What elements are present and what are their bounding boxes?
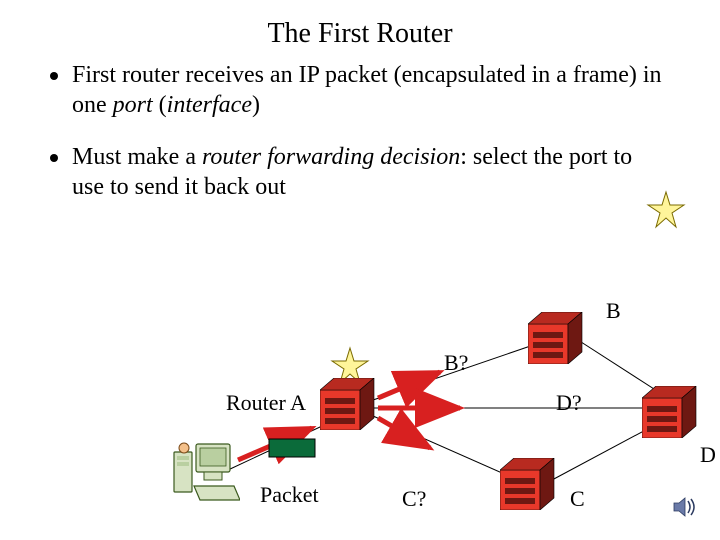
label-packet: Packet <box>260 482 319 508</box>
text-span: ( <box>153 92 167 118</box>
bullet-dot-icon <box>50 154 58 162</box>
computer-icon <box>170 442 240 515</box>
label-d-question: D? <box>556 390 582 416</box>
label-b: B <box>606 298 621 324</box>
label-b-question: B? <box>444 350 468 376</box>
label-router-a: Router A <box>226 390 306 416</box>
label-d: D <box>700 442 716 468</box>
router-d-icon <box>642 386 698 443</box>
bullet-dot-icon <box>50 72 58 80</box>
text-span: ) <box>252 92 260 118</box>
text-italic: interface <box>167 92 252 118</box>
router-a-icon <box>320 378 376 435</box>
bullet-text: First router receives an IP packet (enca… <box>72 60 670 120</box>
sound-icon <box>672 495 698 524</box>
network-diagram: Router A Packet B B? C C? D D? <box>0 290 720 540</box>
bullet-list: First router receives an IP packet (enca… <box>0 50 720 202</box>
label-c-question: C? <box>402 486 426 512</box>
packet-icon <box>268 438 318 460</box>
router-c-icon <box>500 458 556 515</box>
slide-title: The First Router <box>0 0 720 50</box>
bullet-item: First router receives an IP packet (enca… <box>50 60 670 120</box>
bullet-text: Must make a router forwarding decision: … <box>72 142 670 202</box>
text-italic: router forwarding decision <box>202 144 460 170</box>
star-icon <box>646 190 686 235</box>
text-italic: port <box>113 92 153 118</box>
router-b-icon <box>528 312 584 369</box>
label-c: C <box>570 486 585 512</box>
text-span: Must make a <box>72 144 202 170</box>
bullet-item: Must make a router forwarding decision: … <box>50 142 670 202</box>
